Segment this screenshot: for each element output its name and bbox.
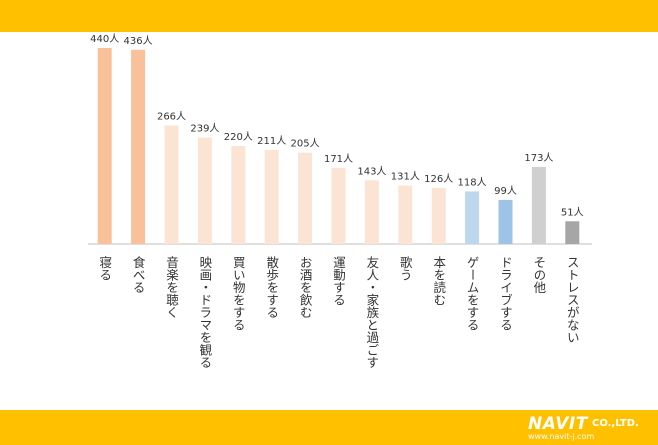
bar-4	[197, 137, 212, 244]
category-label-10: 歌う	[398, 255, 413, 281]
footer-banner	[0, 410, 658, 445]
bar-2	[131, 49, 146, 245]
category-label-3: 音楽を聴く	[164, 255, 179, 319]
data-label-11: 126人	[424, 173, 453, 185]
bar-14	[531, 166, 546, 244]
category-label-12: ゲームをする	[465, 256, 480, 331]
category-label-6: 散歩をする	[264, 255, 279, 319]
category-label-1: 寝る	[97, 255, 112, 281]
data-label-5: 220人	[224, 131, 253, 143]
data-label-6: 211人	[257, 135, 286, 147]
category-label-5: 買い物をする	[231, 256, 246, 331]
bar-5	[231, 146, 246, 244]
bar-10	[398, 185, 413, 244]
category-label-8: 運動する	[331, 256, 346, 306]
top-banner	[0, 0, 658, 32]
category-label-4: 映画・ドラマを観る	[197, 256, 212, 369]
logo-brand: NAVIT	[528, 414, 588, 434]
category-label-14: その他	[531, 256, 546, 294]
data-label-7: 205人	[291, 138, 320, 150]
category-label-13: ドライブする	[498, 256, 513, 331]
data-label-2: 436人	[124, 35, 153, 47]
category-label-2: 食べる	[131, 255, 146, 294]
data-label-1: 440人	[90, 33, 119, 45]
bar-15	[565, 221, 580, 244]
category-label-7: お酒を飲む	[298, 256, 313, 319]
data-label-14: 173人	[524, 152, 553, 164]
data-label-10: 131人	[391, 171, 420, 183]
data-label-8: 171人	[324, 153, 353, 165]
data-label-9: 143人	[357, 165, 386, 177]
bar-12	[465, 191, 480, 244]
bar-6	[264, 150, 279, 244]
data-label-4: 239人	[190, 123, 219, 135]
logo-company: CO.,LTD.	[592, 418, 639, 429]
navit-logo: NAVIT CO.,LTD. www.navit-j.com	[528, 414, 648, 442]
data-label-13: 99人	[494, 185, 517, 197]
category-label-15: ストレスがない	[565, 256, 580, 344]
data-label-12: 118人	[458, 176, 487, 188]
data-label-15: 51人	[561, 206, 584, 218]
category-label-11: 本を読む	[431, 256, 446, 306]
bar-11	[431, 187, 446, 244]
bar-3	[164, 125, 179, 244]
bar-1	[97, 48, 112, 244]
bar-7	[298, 152, 313, 244]
bar-9	[364, 180, 379, 244]
data-label-3: 266人	[157, 111, 186, 123]
bar-13	[498, 199, 513, 244]
logo-url: www.navit-j.com	[528, 432, 595, 441]
category-label-9: 友人・家族と過ごす	[364, 256, 379, 369]
bar-8	[331, 167, 346, 244]
